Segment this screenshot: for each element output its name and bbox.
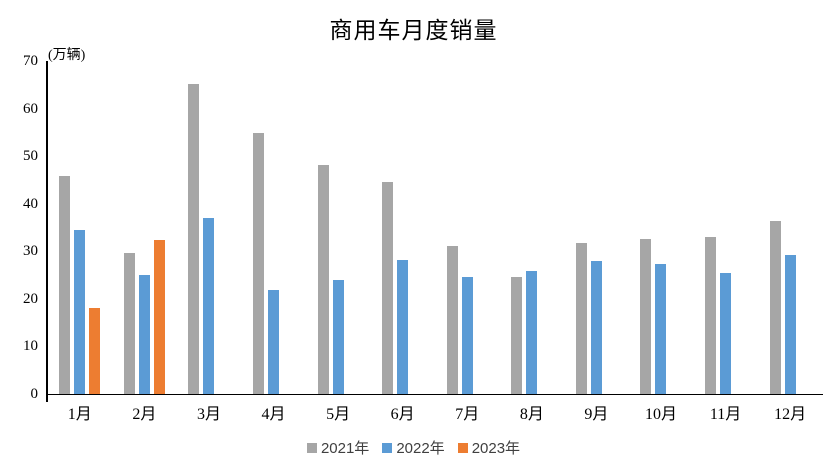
- bar-group-2月: [112, 61, 177, 394]
- x-axis-label-12月: 12月: [774, 406, 807, 423]
- legend: 2021年 2022年 2023年: [0, 437, 827, 458]
- chart-title: 商用车月度销量: [329, 18, 498, 43]
- bar-2022年-3月: [203, 218, 215, 394]
- x-axis-label-7月: 7月: [455, 406, 480, 423]
- bar-2021年-3月: [188, 83, 200, 394]
- bar-2021年-8月: [511, 276, 523, 394]
- bar-2021年-2月: [123, 252, 135, 394]
- bar-2021年-10月: [640, 238, 652, 394]
- legend-label: 2021年: [320, 440, 370, 457]
- bar-2021年-12月: [769, 220, 781, 394]
- bar-group-5月: [306, 61, 371, 394]
- legend-item-2022年: 2022年: [382, 437, 445, 458]
- bar-2022年-5月: [332, 280, 344, 394]
- plot-area: [48, 61, 823, 394]
- bar-2022年-9月: [590, 260, 602, 394]
- x-axis-label-8月: 8月: [519, 406, 544, 423]
- bar-group-9月: [564, 61, 629, 394]
- x-axis-label-5月: 5月: [326, 406, 351, 423]
- bar-2021年-9月: [575, 242, 587, 394]
- x-axis-labels: 1月 2月 3月 4月 5月 6月 7月 8月 9月 10月 11月 12月: [48, 400, 823, 424]
- bar-2022年-11月: [720, 272, 732, 394]
- legend-item-2021年: 2021年: [306, 437, 370, 458]
- x-axis-label-10月: 10月: [644, 406, 677, 423]
- x-axis-label-1月: 1月: [67, 406, 92, 423]
- bar-group-3月: [177, 61, 242, 394]
- bar-2022年-12月: [784, 255, 796, 394]
- legend-swatch-icon: [306, 442, 317, 453]
- legend-item-2023年: 2023年: [457, 437, 521, 458]
- bar-2022年-6月: [397, 260, 409, 394]
- bar-2023年-1月: [89, 308, 101, 394]
- x-axis-line: [46, 393, 823, 395]
- bar-group-6月: [370, 61, 435, 394]
- bar-2021年-5月: [317, 165, 329, 394]
- y-tick-label-40: 40: [23, 195, 38, 212]
- bar-group-12月: [758, 61, 823, 394]
- y-tick-label-70: 70: [23, 53, 38, 69]
- bar-2021年-1月: [59, 176, 71, 394]
- y-tick-label-20: 20: [23, 290, 38, 307]
- x-axis-label-11月: 11月: [709, 406, 742, 423]
- bar-2022年-7月: [461, 277, 473, 394]
- bar-2021年-6月: [382, 182, 394, 394]
- bar-2023年-2月: [153, 239, 165, 394]
- bar-2022年-2月: [138, 275, 150, 394]
- x-axis-label-9月: 9月: [584, 406, 609, 423]
- bar-group-11月: [693, 61, 758, 394]
- y-axis-unit-label: (万辆): [48, 48, 86, 63]
- legend-swatch-icon: [382, 442, 393, 453]
- y-tick-label-50: 50: [23, 148, 38, 165]
- y-tick-label-60: 60: [23, 100, 38, 117]
- bar-group-7月: [435, 61, 500, 394]
- y-axis-line: [46, 61, 48, 402]
- bar-group-8月: [500, 61, 565, 394]
- bar-2022年-10月: [655, 264, 667, 394]
- legend-swatch-icon: [457, 442, 468, 453]
- bar-group-1月: [48, 61, 113, 394]
- y-tick-label-10: 10: [23, 338, 38, 355]
- x-axis-label-6月: 6月: [390, 406, 415, 423]
- bar-2021年-11月: [705, 237, 717, 394]
- bar-2022年-1月: [74, 229, 86, 394]
- bar-2021年-7月: [446, 245, 458, 394]
- bar-2021年-4月: [253, 132, 265, 394]
- legend-label: 2022年: [396, 440, 445, 457]
- bar-group-10月: [629, 61, 694, 394]
- x-axis-label-3月: 3月: [196, 406, 221, 423]
- legend-label: 2023年: [471, 440, 521, 457]
- bar-group-4月: [241, 61, 306, 394]
- x-axis-label-4月: 4月: [261, 406, 286, 423]
- y-tick-label-30: 30: [23, 243, 38, 260]
- bar-2022年-4月: [268, 290, 280, 394]
- y-tick-label-0: 0: [30, 386, 39, 402]
- bar-2022年-8月: [526, 270, 538, 394]
- x-axis-label-2月: 2月: [132, 406, 157, 423]
